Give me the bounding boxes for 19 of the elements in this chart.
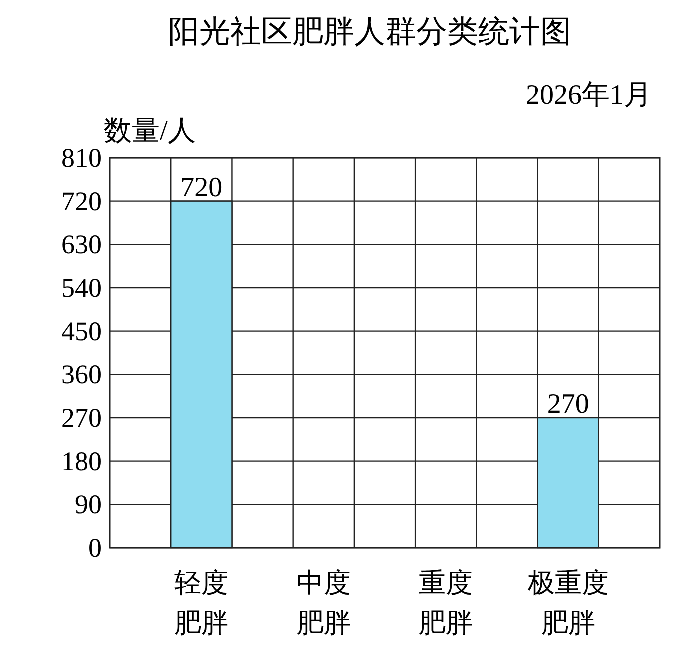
x-tick-label: 轻度肥胖 — [174, 568, 229, 638]
x-tick-label: 重度肥胖 — [419, 568, 474, 638]
y-tick-label: 90 — [75, 490, 102, 520]
x-tick-label: 中度肥胖 — [296, 568, 351, 638]
chart-title: 阳光社区肥胖人群分类统计图 — [168, 14, 572, 49]
data-label: 270 — [547, 389, 590, 420]
y-tick-label: 810 — [62, 143, 102, 173]
y-tick-label: 360 — [62, 360, 102, 390]
y-tick-label: 450 — [62, 316, 102, 346]
chart-subtitle: 2026年1月 — [526, 80, 652, 111]
y-tick-label: 630 — [62, 230, 102, 260]
y-tick-label: 270 — [62, 403, 102, 433]
x-tick-label: 极重度肥胖 — [526, 568, 609, 638]
y-tick-label: 720 — [62, 186, 102, 216]
y-tick-label: 0 — [88, 533, 102, 563]
y-tick-label: 180 — [62, 446, 102, 476]
y-axis-title: 数量/人 — [104, 116, 196, 147]
y-tick-label: 540 — [62, 273, 102, 303]
data-label: 720 — [180, 172, 223, 204]
